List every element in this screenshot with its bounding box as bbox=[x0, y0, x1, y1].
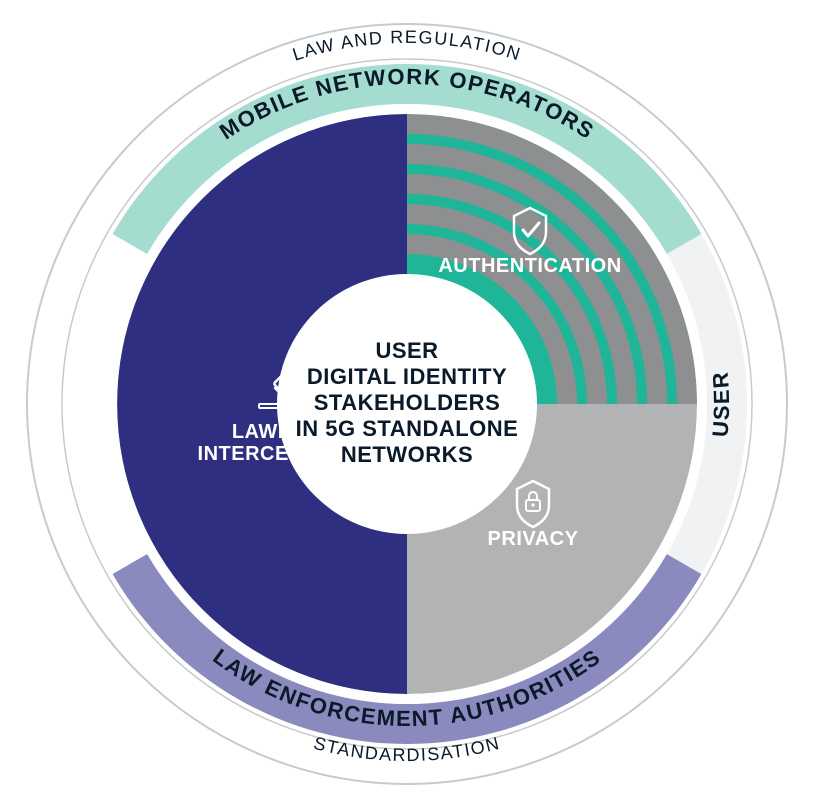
pie-label-auth: AUTHENTICATION bbox=[438, 255, 621, 277]
pie-label-privacy: PRIVACY bbox=[488, 528, 579, 550]
stakeholder-diagram: LAW AND REGULATIONSTANDARDISATIONMOBILE … bbox=[0, 0, 814, 809]
